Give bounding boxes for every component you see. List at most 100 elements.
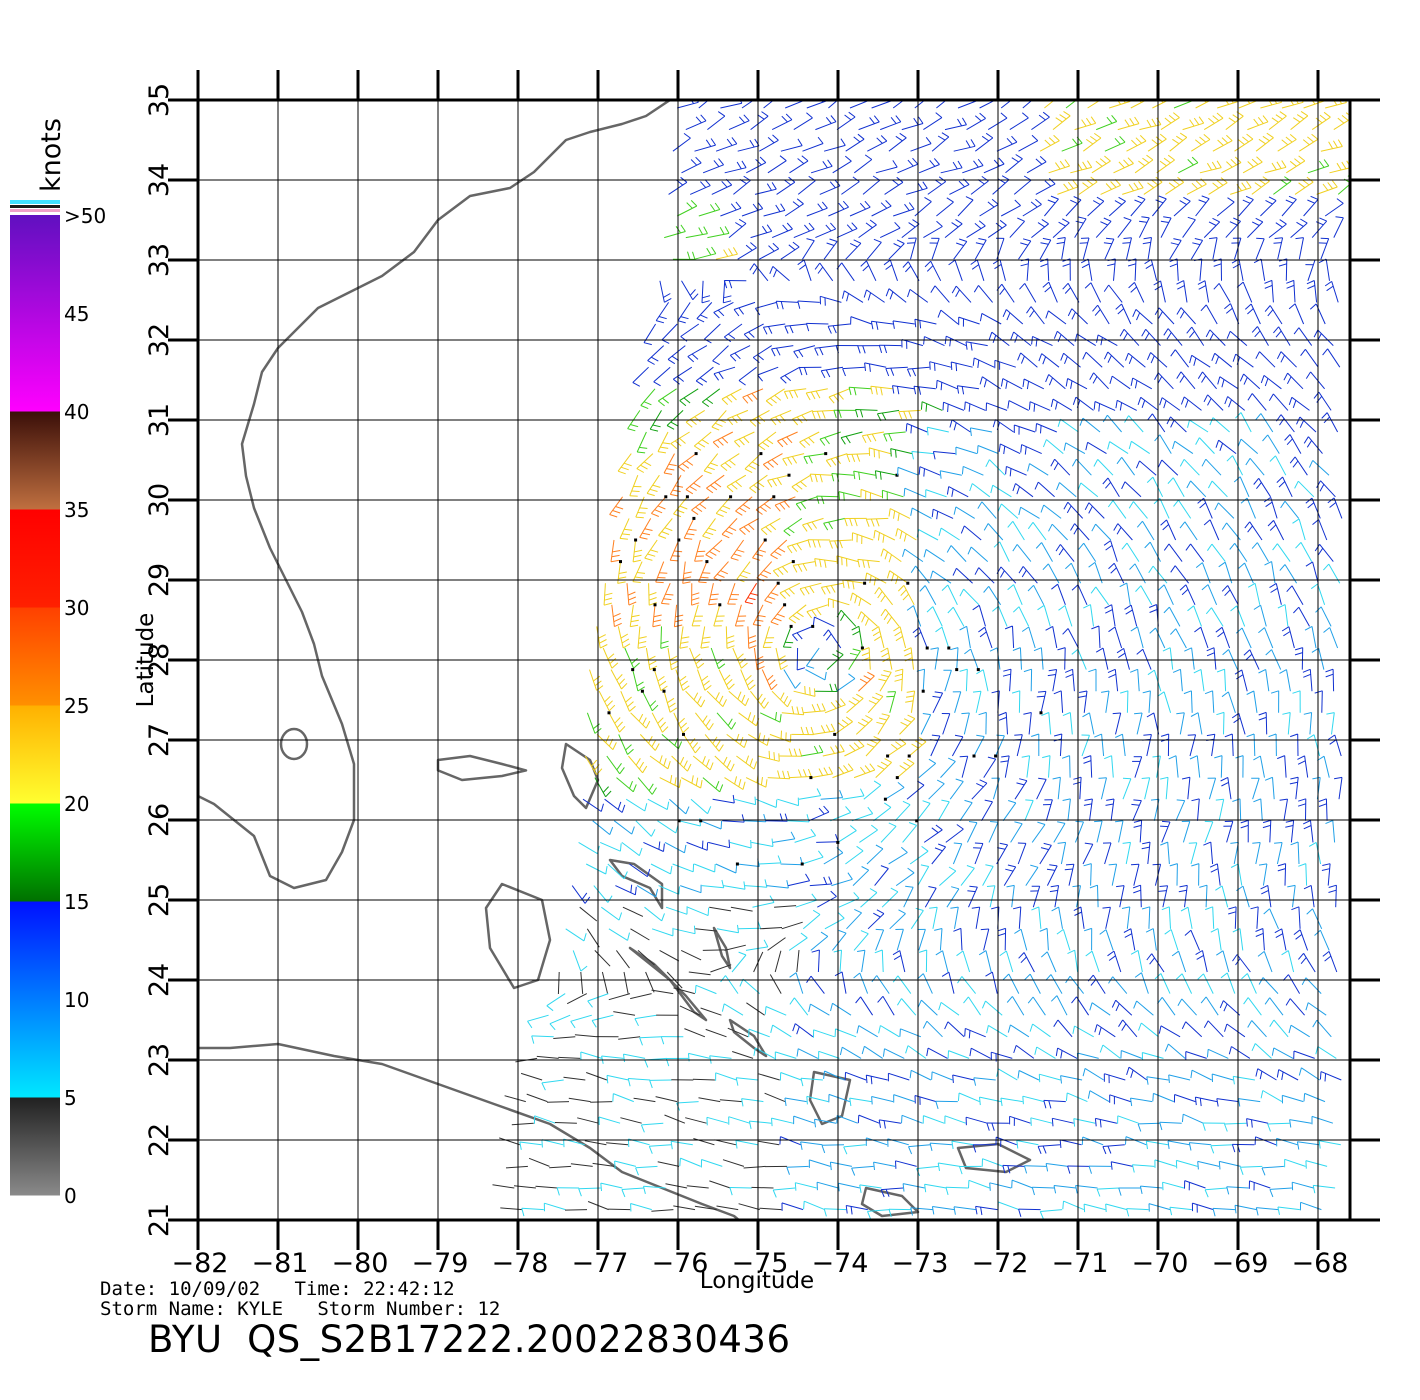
wind-barb: [1079, 237, 1090, 260]
wind-barb: [1181, 776, 1191, 800]
wind-barb: [1255, 1068, 1277, 1081]
wind-barb: [701, 879, 725, 889]
wind-barb: [592, 1162, 615, 1167]
wind-barb: [499, 1137, 521, 1146]
wind-barb: [1234, 669, 1248, 692]
wind-barb: [1203, 217, 1221, 238]
wind-barb: [1246, 690, 1258, 713]
wind-barb: [928, 779, 945, 800]
wind-barb: [673, 1205, 696, 1211]
wind-barb: [946, 486, 969, 498]
wind-barb: [594, 777, 612, 798]
wind-barb: [1207, 777, 1217, 800]
wind-barb: [759, 712, 782, 723]
wind-barb: [1115, 733, 1126, 757]
wind-barb: [1216, 197, 1235, 217]
wind-barb: [774, 496, 796, 512]
wind-barb: [964, 401, 986, 412]
wind-barb: [922, 1115, 945, 1124]
wind-barb: [615, 884, 637, 896]
wind-barb: [950, 361, 973, 372]
wind-barb: [902, 261, 920, 282]
wind-barb: [764, 1006, 787, 1016]
wind-barb: [1160, 733, 1170, 757]
wind-barb: [971, 779, 988, 800]
wind-barb: [910, 507, 932, 519]
wind-barb: [1062, 712, 1073, 735]
wind-barb: [864, 572, 887, 586]
wind-barb: [923, 220, 943, 239]
wind-barb: [789, 972, 804, 994]
wind-barb: [608, 1208, 631, 1211]
wind-barb: [1213, 258, 1222, 281]
wind-barb: [885, 366, 908, 377]
coastline: [808, 1070, 852, 1126]
wind-barb: [649, 755, 671, 770]
wind-barb: [930, 285, 950, 303]
wind-barb: [665, 1183, 688, 1189]
wind-barb: [1260, 1090, 1283, 1103]
wind-barb: [1254, 1136, 1277, 1146]
wind-barb: [1255, 1207, 1279, 1216]
wind-barb: [1063, 442, 1086, 455]
wind-barb: [681, 775, 703, 789]
wind-barb: [1201, 458, 1222, 476]
wind-barb: [1255, 413, 1274, 433]
wind-barb: [1146, 352, 1168, 368]
wind-barb: [715, 137, 738, 152]
wind-barb: [702, 518, 717, 540]
wind-barb: [931, 508, 954, 520]
wind-barb: [1042, 755, 1051, 778]
wind-barb: [929, 1142, 953, 1152]
wind-barb: [1318, 798, 1328, 821]
wind-barb: [1099, 1044, 1121, 1059]
wind-barb: [673, 495, 689, 518]
wind-barb: [1314, 543, 1334, 562]
wind-barb: [584, 1140, 607, 1146]
wind-barb: [646, 474, 661, 497]
wind-barb: [1197, 1160, 1220, 1170]
wind-barb: [915, 800, 931, 823]
wind-barb: [1130, 863, 1140, 886]
wind-barb: [505, 1165, 528, 1169]
wind-barb: [1116, 647, 1130, 670]
wind-barb: [1018, 238, 1032, 260]
wind-barb: [832, 155, 852, 174]
wind-barb: [1323, 627, 1339, 649]
wind-barb: [727, 409, 749, 426]
wind-barb: [1050, 398, 1073, 411]
wind-barb: [871, 100, 893, 109]
wind-barb: [1195, 950, 1208, 973]
wind-barb: [1095, 217, 1112, 238]
colorbar-tick-label: 15: [64, 890, 89, 914]
wind-barb: [1152, 195, 1167, 217]
wind-barb: [1147, 669, 1162, 692]
wind-barb: [940, 757, 956, 778]
wind-barb: [1169, 258, 1179, 281]
wind-barb: [610, 539, 621, 563]
wind-barb: [1204, 690, 1215, 713]
wind-barb: [880, 1187, 904, 1198]
wind-barb: [566, 993, 588, 1005]
wind-barb: [1322, 951, 1338, 973]
wind-barb: [1051, 1117, 1074, 1127]
wind-barb: [698, 1097, 721, 1103]
wind-barb: [800, 1141, 823, 1150]
wind-barb: [1048, 159, 1071, 174]
wind-barb: [1017, 1070, 1040, 1081]
wind-barb: [1018, 134, 1039, 152]
wind-barb: [851, 532, 874, 545]
wind-barb: [809, 473, 833, 483]
wind-barb: [780, 241, 800, 260]
wind-barb: [1105, 1203, 1128, 1213]
wind-barb: [620, 691, 636, 712]
wind-barb: [836, 555, 859, 567]
wind-barb: [789, 997, 809, 1016]
wind-barb: [1318, 237, 1330, 260]
wind-barb: [720, 975, 739, 994]
wind-barb: [1298, 1067, 1320, 1081]
wind-barb: [1199, 884, 1208, 908]
wind-barb: [1268, 219, 1287, 238]
colorbar-tick-label: 30: [64, 596, 89, 620]
wind-barb: [1194, 626, 1209, 649]
